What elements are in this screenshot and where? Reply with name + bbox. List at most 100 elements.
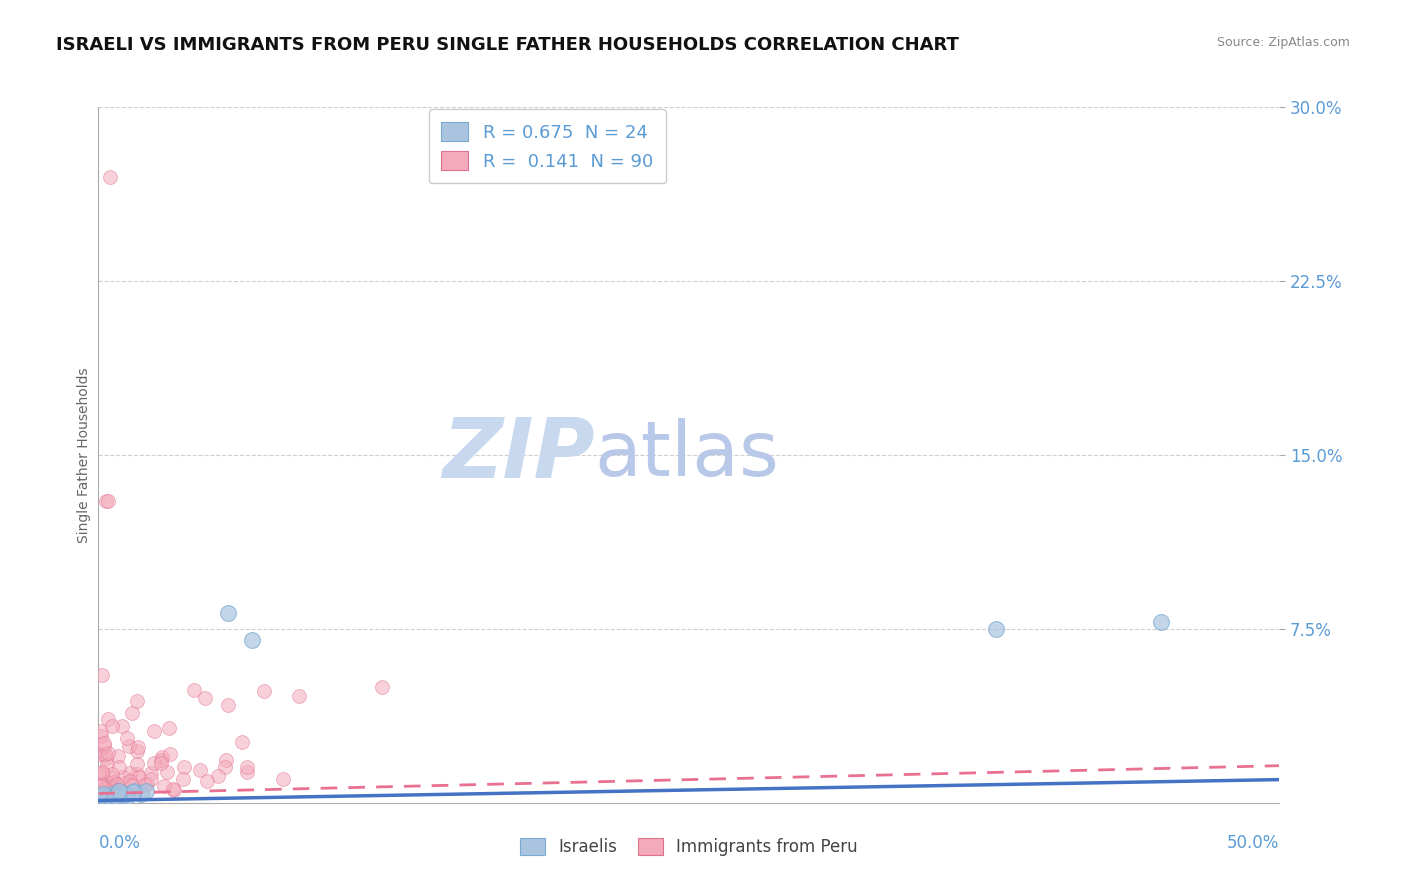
Point	[101, 766, 124, 780]
Point	[94, 751, 117, 765]
Point	[98, 169, 121, 184]
Point	[135, 784, 157, 798]
Point	[94, 747, 117, 761]
Point	[183, 683, 205, 698]
Text: atlas: atlas	[595, 418, 779, 491]
Point	[173, 760, 195, 774]
Point	[97, 494, 120, 508]
Point	[172, 772, 194, 787]
Point	[122, 784, 145, 798]
Point	[90, 724, 112, 739]
Point	[217, 606, 239, 620]
Point	[253, 684, 276, 698]
Point	[136, 777, 159, 791]
Point	[90, 747, 112, 761]
Point	[96, 758, 118, 772]
Point	[127, 744, 149, 758]
Point	[112, 776, 135, 790]
Point	[134, 778, 156, 792]
Point	[90, 786, 112, 800]
Point	[163, 782, 186, 797]
Point	[97, 712, 120, 726]
Point	[93, 736, 115, 750]
Point	[125, 757, 148, 772]
Point	[1150, 615, 1173, 629]
Point	[97, 776, 120, 790]
Point	[90, 777, 112, 791]
Point	[103, 775, 125, 789]
Point	[156, 765, 179, 780]
Point	[94, 494, 117, 508]
Point	[271, 772, 294, 786]
Point	[111, 787, 134, 801]
Point	[97, 789, 120, 803]
Point	[98, 789, 121, 803]
Point	[101, 778, 124, 792]
Point	[118, 739, 141, 754]
Point	[90, 765, 112, 780]
Point	[195, 774, 218, 789]
Point	[97, 746, 120, 760]
Y-axis label: Single Father Households: Single Father Households	[77, 368, 91, 542]
Point	[150, 753, 173, 767]
Point	[103, 775, 125, 789]
Point	[101, 787, 124, 801]
Point	[91, 789, 114, 803]
Point	[90, 668, 112, 682]
Point	[107, 783, 129, 797]
Point	[159, 747, 181, 762]
Point	[104, 789, 127, 803]
Point	[90, 729, 112, 743]
Point	[104, 789, 127, 803]
Point	[288, 689, 311, 703]
Text: Source: ZipAtlas.com: Source: ZipAtlas.com	[1216, 36, 1350, 49]
Point	[121, 706, 143, 720]
Point	[143, 723, 166, 738]
Point	[127, 693, 149, 707]
Point	[142, 756, 165, 771]
Point	[94, 791, 117, 805]
Point	[984, 622, 1007, 636]
Point	[107, 749, 129, 764]
Point	[118, 765, 141, 780]
Point	[150, 756, 173, 771]
Point	[150, 750, 173, 764]
Point	[214, 760, 236, 774]
Point	[93, 739, 115, 753]
Point	[101, 719, 124, 733]
Point	[105, 777, 128, 791]
Point	[96, 775, 118, 789]
Point	[121, 778, 143, 792]
Point	[139, 765, 162, 780]
Point	[157, 721, 180, 735]
Point	[90, 779, 112, 793]
Point	[108, 789, 131, 803]
Point	[139, 772, 162, 786]
Text: 0.0%: 0.0%	[98, 834, 141, 852]
Point	[127, 739, 149, 754]
Point	[153, 779, 176, 793]
Point	[129, 787, 152, 801]
Point	[190, 763, 212, 777]
Point	[240, 633, 263, 648]
Point	[91, 767, 114, 781]
Point	[94, 781, 117, 796]
Point	[115, 787, 138, 801]
Point	[162, 782, 184, 797]
Point	[104, 785, 127, 799]
Point	[105, 783, 128, 797]
Point	[96, 785, 118, 799]
Point	[112, 770, 135, 784]
Point	[217, 698, 239, 713]
Legend: Israelis, Immigrants from Peru: Israelis, Immigrants from Peru	[512, 830, 866, 864]
Point	[122, 785, 145, 799]
Text: ISRAELI VS IMMIGRANTS FROM PERU SINGLE FATHER HOUSEHOLDS CORRELATION CHART: ISRAELI VS IMMIGRANTS FROM PERU SINGLE F…	[56, 36, 959, 54]
Point	[236, 760, 259, 774]
Point	[91, 787, 114, 801]
Point	[108, 759, 131, 773]
Point	[127, 767, 149, 781]
Point	[90, 791, 112, 805]
Point	[114, 787, 136, 801]
Point	[91, 783, 114, 797]
Point	[111, 719, 134, 733]
